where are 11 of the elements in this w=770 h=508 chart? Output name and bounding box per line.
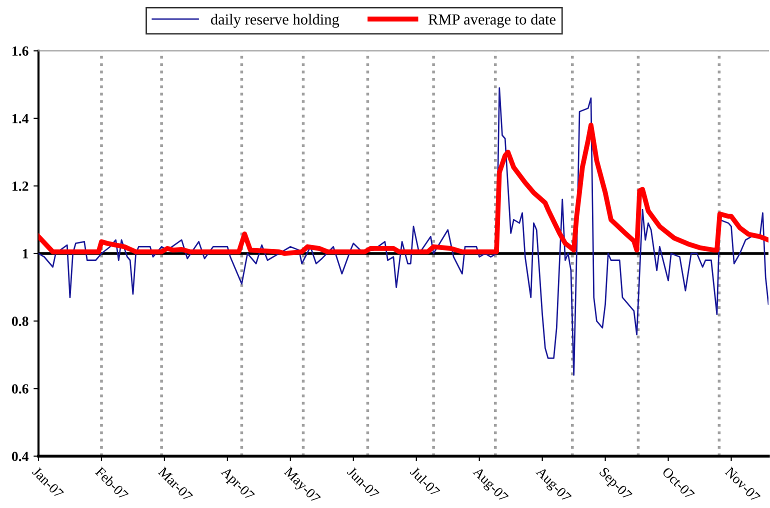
- y-tick-label: 0.4: [12, 452, 29, 462]
- y-tick-label: 0.6: [12, 384, 28, 394]
- y-tick-label: 1: [22, 249, 28, 258]
- line-series: [38, 87, 768, 376]
- legend-label: daily reserve holding: [210, 14, 340, 28]
- line-series: [38, 122, 768, 256]
- y-tick-label: 1.4: [12, 114, 29, 124]
- y-tick-label: 0.8: [12, 316, 28, 326]
- y-tick-label: 1.6: [12, 46, 28, 56]
- y-tick-label: 1.2: [12, 182, 28, 191]
- legend-label: RMP average to date: [428, 14, 556, 28]
